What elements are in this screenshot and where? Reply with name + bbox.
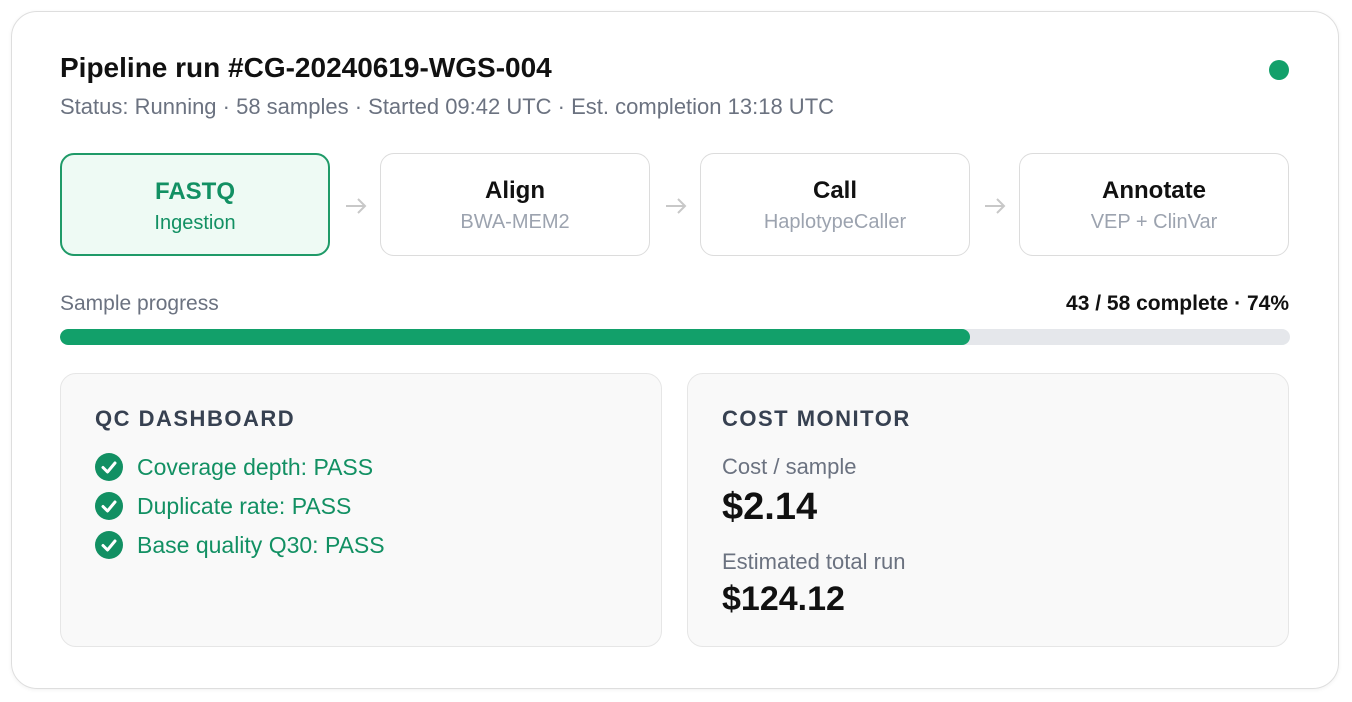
qc-panel: QC DASHBOARD Coverage depth: PASS Duplic… bbox=[60, 373, 662, 647]
stage[interactable]: FASTQ Ingestion bbox=[60, 153, 330, 256]
qc-item: Coverage depth: PASS bbox=[95, 453, 373, 481]
arrow bbox=[666, 198, 687, 214]
cost-panel: COST MONITOR Cost / sample $2.14 Estimat… bbox=[687, 373, 1289, 647]
stage-tool: BWA-MEM2 bbox=[460, 211, 570, 233]
pipeline-card bbox=[11, 11, 1339, 689]
status-dot bbox=[1269, 60, 1289, 80]
check-icon bbox=[95, 453, 123, 481]
qc-text: Duplicate rate: PASS bbox=[137, 492, 352, 519]
qc-item: Duplicate rate: PASS bbox=[95, 492, 351, 520]
progress-status: 43 / 58 complete · 74% bbox=[1066, 292, 1289, 315]
progress-label: Sample progress bbox=[60, 292, 219, 315]
arrow bbox=[346, 198, 367, 214]
cost-label: Cost / sample bbox=[722, 454, 857, 479]
cost-value: $124.12 bbox=[722, 580, 845, 618]
stage-tool: VEP + ClinVar bbox=[1090, 211, 1218, 233]
title: Pipeline run #CG-20240619-WGS-004 bbox=[60, 52, 552, 83]
stage-name: Call bbox=[812, 177, 857, 204]
stage[interactable]: Align BWA-MEM2 bbox=[380, 153, 650, 256]
panel-title: COST MONITOR bbox=[722, 406, 911, 431]
stage-name: Align bbox=[485, 177, 545, 204]
progress-track bbox=[60, 329, 1290, 345]
stage-tool: HaplotypeCaller bbox=[763, 211, 907, 233]
stage[interactable]: Call HaplotypeCaller bbox=[700, 153, 970, 256]
subtitle: Status: Running · 58 samples · Started 0… bbox=[60, 94, 835, 119]
stage-name: FASTQ bbox=[154, 178, 235, 205]
cost-value: $2.14 bbox=[722, 486, 818, 528]
stage-tool: Ingestion bbox=[154, 212, 236, 234]
qc-item: Base quality Q30: PASS bbox=[95, 531, 385, 559]
qc-text: Base quality Q30: PASS bbox=[137, 531, 385, 558]
qc-text: Coverage depth: PASS bbox=[137, 453, 374, 480]
arrow bbox=[985, 198, 1006, 214]
stage[interactable]: Annotate VEP + ClinVar bbox=[1019, 153, 1289, 256]
progress-fill bbox=[60, 329, 971, 345]
check-icon bbox=[95, 531, 123, 559]
panel-title: QC DASHBOARD bbox=[95, 406, 296, 431]
cost-label: Estimated total run bbox=[722, 549, 906, 574]
stage-name: Annotate bbox=[1102, 177, 1206, 204]
check-icon bbox=[95, 492, 123, 520]
